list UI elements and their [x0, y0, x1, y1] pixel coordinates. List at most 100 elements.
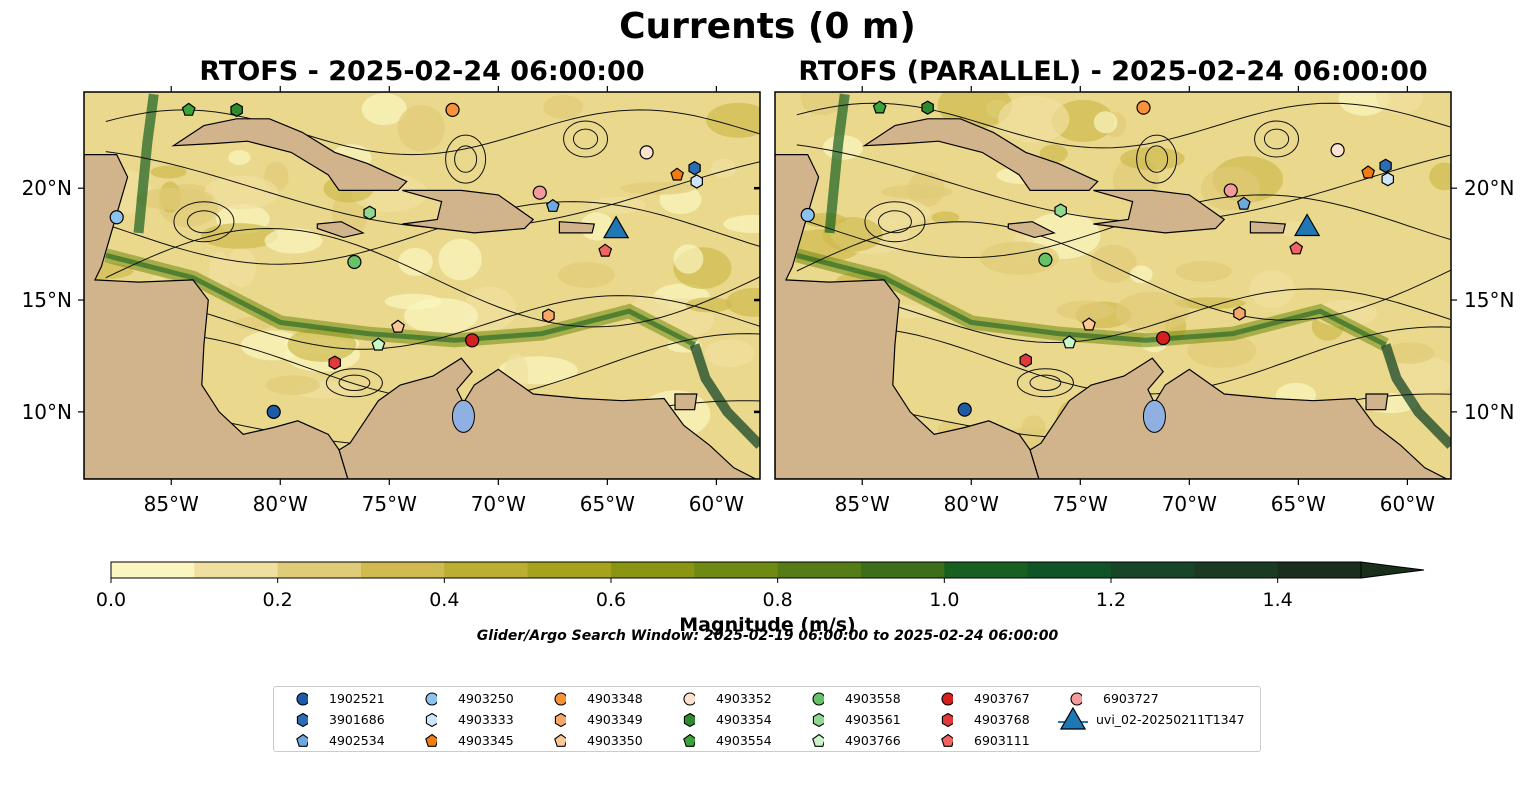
panel-title-rtofs-parallel: RTOFS (PARALLEL) - 2025-02-24 06:00:00: [798, 56, 1428, 87]
lon-tick-label: 60°W: [689, 492, 744, 516]
platform-marker-4903554: [181, 102, 196, 116]
legend-label: 4903768: [974, 712, 1030, 727]
lon-tick-label: 80°W: [253, 492, 308, 516]
colorbar: 0.0 0.2 0.4 0.6 0.8 1.0 1.2 1.4: [96, 561, 1425, 611]
lon-tick-label: 70°W: [471, 492, 526, 516]
platform-marker-6903727: [1223, 183, 1238, 198]
platform-marker-4903348: [1136, 100, 1151, 115]
lon-tick-label: 85°W: [144, 492, 199, 516]
colorbar-tick-label: 0.8: [763, 589, 793, 611]
figure-title: Currents (0 m): [619, 6, 916, 47]
legend-marker-pentagon: [425, 733, 437, 747]
lat-tick-label: 15°N: [22, 288, 72, 312]
platform-marker-4903348: [445, 102, 460, 117]
land: [775, 118, 1451, 479]
legend-label: 4903345: [458, 733, 514, 748]
platform-marker-4903345: [670, 167, 685, 181]
colorbar-segment: [694, 562, 779, 578]
colorbar-tick-label: 0.2: [263, 589, 293, 611]
search-window-note: Glider/Argo Search Window: 2025-02-19 06…: [476, 628, 1059, 644]
legend-label: 4902534: [329, 733, 385, 748]
legend-marker-pentagon: [296, 733, 308, 747]
lon-tick-label: 70°W: [1162, 492, 1217, 516]
platform-legend: 1902521 3901686 4902534 4903250 4903333 49033…: [273, 686, 1261, 752]
legend-marker-circle: [425, 692, 437, 706]
legend-marker-circle: [554, 692, 566, 706]
legend-label: 4903767: [974, 691, 1030, 706]
legend-label: 6903111: [974, 733, 1030, 748]
platform-marker-4903768: [1019, 353, 1033, 368]
colorbar-tick-label: 0.6: [596, 589, 626, 611]
platform-marker-4903354: [230, 102, 243, 118]
platform-marker-4903766: [371, 337, 386, 351]
colorbar-segment: [194, 562, 279, 578]
legend-marker-pentagon: [941, 733, 953, 747]
colorbar-segment: [361, 562, 445, 578]
lat-tick-label: 15°N: [1464, 288, 1514, 312]
lon-tick-label: 65°W: [580, 492, 635, 516]
colorbar-segment: [1027, 562, 1112, 578]
platform-marker-4903561: [363, 205, 376, 220]
legend-label: uvi_02-20250211T1347: [1096, 712, 1245, 727]
lon-tick-label: 75°W: [362, 492, 417, 516]
platform-marker-4903333: [690, 174, 704, 189]
legend-marker-pentagon: [554, 733, 566, 747]
legend-marker-triangle: [1058, 706, 1088, 730]
platform-marker-4902534: [1236, 196, 1251, 210]
legend-marker-pentagon: [812, 733, 824, 747]
legend-label: 4903348: [587, 691, 643, 706]
legend-label: 3901686: [329, 712, 385, 727]
colorbar-tick-label: 1.2: [1096, 589, 1126, 611]
legend-label: 6903727: [1103, 691, 1159, 706]
legend-marker-hexagon: [425, 712, 437, 728]
colorbar-segment: [277, 562, 362, 578]
colorbar-segment: [1194, 562, 1279, 578]
map-panel-rtofs: 85°W 80°W 75°W 70°W 65°W 60°W 10°N 15°N 20°N: [22, 86, 761, 516]
legend-marker-hexagon: [683, 712, 695, 728]
legend-label: 4903766: [845, 733, 901, 748]
legend-label: 4903333: [458, 712, 514, 727]
legend-label: 4903352: [716, 691, 772, 706]
panel-title-rtofs: RTOFS - 2025-02-24 06:00:00: [199, 56, 645, 87]
colorbar-segment: [1277, 562, 1362, 578]
colorbar-tick-label: 1.0: [929, 589, 959, 611]
platform-marker-4903352: [639, 145, 654, 160]
lon-tick-label: 60°W: [1380, 492, 1435, 516]
lon-tick-label: 75°W: [1053, 492, 1108, 516]
legend-marker-pentagon: [683, 733, 695, 747]
colorbar-segment: [611, 562, 695, 578]
platform-marker-uvi_02-20250211T1347: [602, 215, 630, 239]
platform-marker-4903767: [465, 333, 480, 348]
lake: [1142, 399, 1166, 433]
legend-label: 4903354: [716, 712, 772, 727]
legend-marker-hexagon: [812, 712, 824, 728]
platform-marker-6903111: [598, 243, 613, 257]
platform-marker-4903766: [1062, 335, 1077, 349]
platform-marker-4903768: [328, 355, 341, 370]
colorbar-extend-arrow: [1360, 561, 1425, 579]
platform-marker-4903352: [1330, 143, 1345, 158]
platform-marker-4903354: [921, 100, 934, 115]
colorbar-segment: [944, 562, 1029, 578]
platform-marker-4903250: [800, 207, 815, 223]
legend-label: 4903558: [845, 691, 901, 706]
colorbar-label: Magnitude (m/s): [679, 614, 856, 636]
land: [84, 118, 760, 479]
platform-marker-6903111: [1289, 241, 1304, 255]
lat-tick-label: 20°N: [1464, 176, 1514, 200]
lat-tick-label: 10°N: [22, 400, 72, 424]
legend-marker-hexagon: [941, 712, 953, 728]
colorbar-tick-label: 1.4: [1263, 589, 1293, 611]
lon-tick-label: 80°W: [944, 492, 999, 516]
colorbar-segment: [527, 562, 612, 578]
legend-marker-hexagon: [554, 712, 566, 728]
lon-tick-label: 85°W: [835, 492, 890, 516]
colorbar-segment: [777, 562, 862, 578]
platform-marker-4903767: [1156, 330, 1171, 346]
platform-marker-6903727: [532, 185, 547, 200]
platform-marker-4903558: [1038, 252, 1053, 267]
platform-marker-uvi_02-20250211T1347: [1293, 213, 1321, 237]
lat-tick-label: 20°N: [22, 176, 72, 200]
platform-marker-4903561: [1054, 203, 1067, 218]
